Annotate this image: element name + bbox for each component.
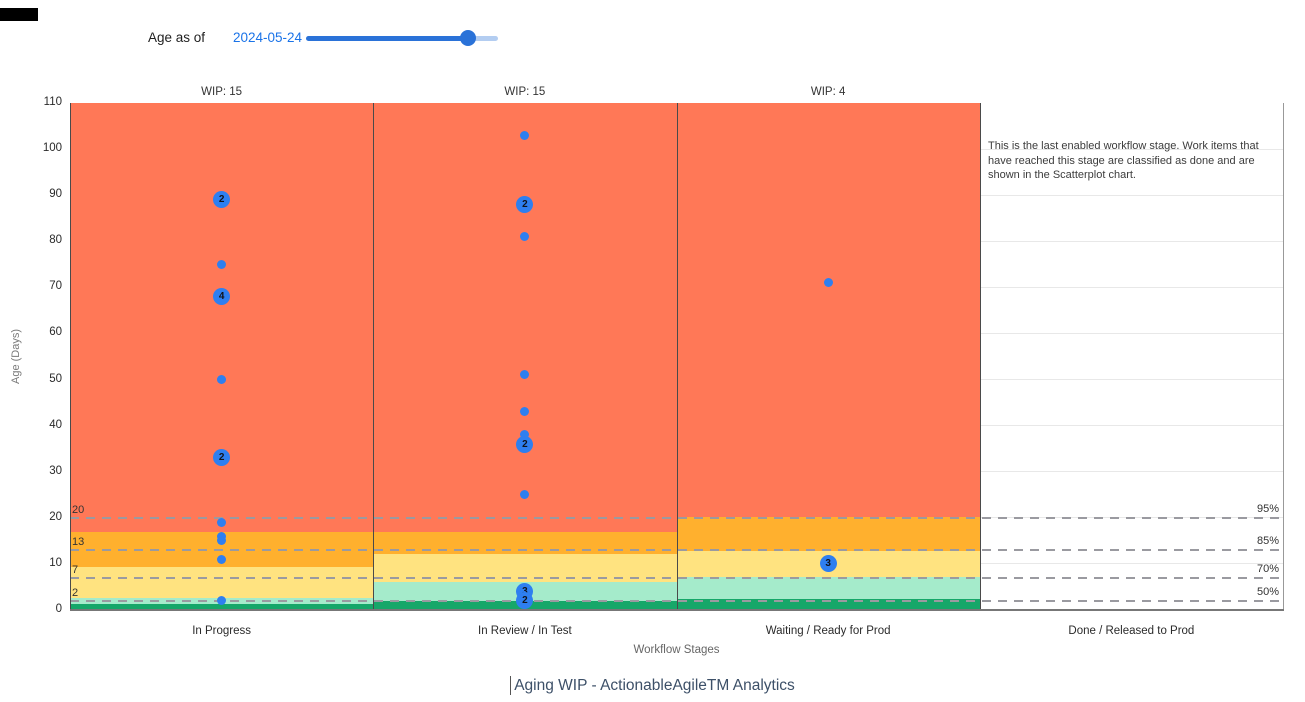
stage-band-green: [676, 598, 980, 610]
percentile-value-label: 20: [72, 503, 85, 516]
data-point[interactable]: [823, 278, 833, 288]
stage-band-green: [70, 603, 374, 610]
percentile-percent-label: 50%: [1256, 585, 1279, 598]
data-point[interactable]: 3: [819, 555, 837, 573]
data-point[interactable]: [217, 554, 227, 564]
y-tick-label: 80: [49, 234, 62, 247]
y-tick-label: 30: [49, 464, 62, 477]
slider-track-remaining[interactable]: [468, 35, 498, 41]
y-tick-label: 60: [49, 326, 62, 339]
stage-band-red: [70, 103, 374, 532]
wip-count-label: WIP: 15: [504, 86, 546, 98]
stage-divider: [373, 103, 375, 610]
percentile-percent-label: 85%: [1256, 535, 1279, 548]
stage-divider: [676, 103, 678, 610]
screen-corner-artifact: [0, 8, 38, 21]
chart-title: Aging WIP - ActionableAgileTM Analytics: [514, 676, 795, 694]
stage-band-red: [676, 103, 980, 517]
y-tick-label: 70: [49, 280, 62, 293]
gridline: [979, 471, 1283, 473]
age-as-of-date[interactable]: 2024-05-24: [233, 30, 303, 45]
gridline: [979, 425, 1283, 427]
stage-name-label: Done / Released to Prod: [1068, 625, 1195, 637]
plot-right-border: [1283, 103, 1284, 610]
stage-band-orange: [676, 516, 980, 552]
data-point[interactable]: [217, 536, 227, 546]
data-point[interactable]: 2: [516, 195, 534, 213]
data-point[interactable]: [520, 232, 530, 242]
done-stage-annotation: This is the last enabled workflow stage.…: [988, 140, 1259, 181]
gridline: [979, 332, 1283, 334]
y-tick-label: 90: [49, 188, 62, 201]
data-point[interactable]: [217, 375, 227, 385]
wip-count-label: WIP: 15: [201, 86, 243, 98]
date-slider[interactable]: [306, 30, 498, 46]
data-point[interactable]: [520, 430, 530, 440]
age-as-of-label: Age as of: [148, 30, 206, 45]
gridline: [979, 286, 1283, 288]
gridline: [979, 194, 1283, 196]
stage-name-label: Waiting / Ready for Prod: [765, 625, 891, 637]
y-tick-label: 40: [49, 418, 62, 431]
x-axis-line: [70, 609, 1284, 611]
text-cursor: [510, 676, 512, 695]
percentile-percent-label: 70%: [1256, 562, 1279, 575]
chart-title-row: Aging WIP - ActionableAgileTM Analytics: [0, 676, 1305, 695]
stage-band-yellow: [70, 567, 374, 598]
stage-name-label: In Review / In Test: [478, 625, 572, 637]
slider-handle[interactable]: [460, 30, 476, 46]
y-tick-label: 110: [43, 96, 62, 108]
x-axis-title: Workflow Stages: [633, 644, 720, 656]
gridline: [979, 563, 1283, 565]
y-tick-label: 10: [49, 556, 62, 569]
stage-divider: [979, 103, 981, 610]
stage-band-orange: [373, 531, 677, 554]
y-tick-label: 20: [49, 510, 62, 523]
stage-band-red: [373, 103, 677, 532]
data-point[interactable]: [217, 531, 227, 541]
stage-band-mint: [676, 577, 980, 599]
data-point[interactable]: [217, 596, 227, 606]
data-point[interactable]: [217, 517, 227, 527]
data-point[interactable]: [520, 370, 530, 380]
percentile-value-label: 7: [72, 563, 79, 576]
y-axis-title: Age (Days): [10, 328, 22, 385]
gridline: [979, 148, 1283, 150]
data-point[interactable]: 2: [213, 191, 231, 209]
y-tick-label: 100: [42, 142, 62, 155]
data-point[interactable]: 2: [213, 449, 231, 467]
percentile-percent-label: 95%: [1256, 502, 1279, 515]
data-point[interactable]: [520, 407, 530, 417]
percentile-value-label: 13: [72, 536, 85, 549]
data-point[interactable]: 4: [213, 288, 231, 306]
data-point[interactable]: 2: [516, 435, 534, 453]
data-point[interactable]: [520, 130, 530, 140]
data-point[interactable]: [520, 490, 530, 500]
y-tick-label: 0: [55, 603, 62, 615]
data-point[interactable]: 2: [516, 592, 534, 610]
stage-name-label: In Progress: [192, 625, 252, 637]
gridline: [979, 379, 1283, 381]
percentile-value-label: 2: [72, 586, 79, 599]
data-point[interactable]: [217, 259, 227, 269]
slider-track-filled[interactable]: [306, 35, 468, 41]
plot-left-border: [70, 103, 71, 610]
wip-count-label: WIP: 4: [810, 86, 846, 98]
y-tick-label: 50: [49, 372, 62, 385]
gridline: [979, 240, 1283, 242]
